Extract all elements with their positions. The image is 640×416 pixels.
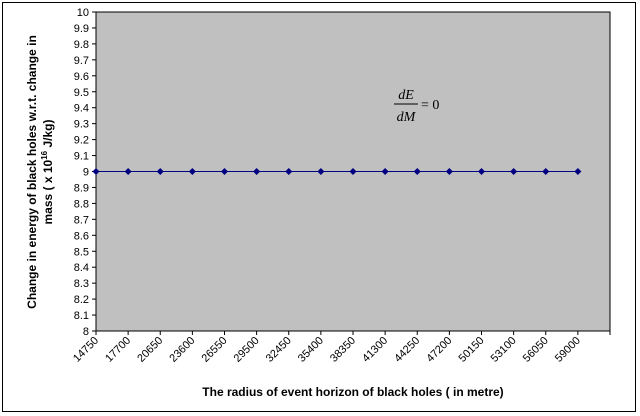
y-axis-label-exponent: 16 bbox=[40, 150, 49, 159]
data-point bbox=[510, 168, 518, 175]
x-axis-ticks: 14750 17700 20650 23600 26550 29500 32450 35400… bbox=[71, 331, 611, 365]
y-tick-label: 8 bbox=[83, 326, 89, 338]
y-tick-label: 9.4 bbox=[74, 103, 89, 115]
x-tick-label: 38350 bbox=[328, 335, 358, 365]
x-tick-label: 14750 bbox=[71, 335, 101, 365]
y-tick-label: 9.9 bbox=[74, 23, 89, 35]
y-axis-label: Change in energy of black holes w.r.t. c… bbox=[25, 35, 55, 309]
data-point bbox=[381, 168, 389, 175]
y-axis-label-line2-suffix: J/kg) bbox=[41, 120, 55, 151]
data-point bbox=[445, 168, 453, 175]
x-axis-label: The radius of event horizon of black hol… bbox=[202, 385, 503, 399]
data-point bbox=[478, 168, 485, 175]
y-tick-label: 9.2 bbox=[74, 135, 89, 147]
y-tick-label: 9.5 bbox=[74, 87, 89, 99]
y-axis-ticks: 8 8.1 8.2 8.3 8.4 8.5 8.6 8.7 8.8 8.9 9 9.1 9.2 9.3 9.… bbox=[74, 7, 96, 338]
y-tick-label: 9 bbox=[83, 167, 89, 179]
data-point bbox=[413, 168, 421, 175]
y-tick-label: 8.6 bbox=[74, 230, 89, 242]
series-group bbox=[92, 168, 582, 175]
x-tick-label: 32450 bbox=[264, 335, 294, 365]
y-tick-label: 9.1 bbox=[74, 151, 89, 163]
y-tick-label: 8.4 bbox=[74, 262, 89, 274]
x-tick-label: 41300 bbox=[360, 335, 390, 365]
y-tick-label: 8.1 bbox=[74, 310, 89, 322]
equation-numerator: dE bbox=[398, 88, 414, 103]
x-tick-label: 23600 bbox=[167, 335, 197, 365]
y-tick-label: 9.7 bbox=[74, 55, 89, 67]
y-tick-label: 8.3 bbox=[74, 278, 89, 290]
x-tick-label: 29500 bbox=[232, 335, 262, 365]
y-tick-label: 8.8 bbox=[74, 198, 89, 210]
x-tick-label: 53100 bbox=[489, 335, 519, 365]
data-point bbox=[253, 168, 261, 175]
x-tick-label: 44250 bbox=[392, 335, 422, 365]
data-point bbox=[285, 168, 293, 175]
data-point bbox=[542, 168, 550, 175]
x-tick-label: 35400 bbox=[296, 335, 326, 365]
x-tick-label: 56050 bbox=[521, 335, 551, 365]
x-tick-label: 50150 bbox=[457, 335, 487, 365]
data-point bbox=[317, 168, 325, 175]
y-tick-label: 9.6 bbox=[74, 71, 89, 83]
y-tick-label: 8.2 bbox=[74, 294, 89, 306]
data-point bbox=[221, 168, 228, 175]
equation-annotation: dE dM = 0 bbox=[394, 88, 439, 125]
y-axis-label-line2-prefix: mass ( x 10 bbox=[41, 159, 55, 224]
data-point bbox=[92, 168, 100, 175]
data-point bbox=[188, 168, 196, 175]
x-tick-label: 17700 bbox=[103, 335, 133, 365]
y-axis-label-line1: Change in energy of black holes w.r.t. c… bbox=[25, 35, 39, 309]
equation-rhs: = 0 bbox=[421, 98, 439, 113]
data-point bbox=[156, 168, 164, 175]
x-tick-label: 59000 bbox=[553, 335, 583, 365]
y-axis-label-line2: mass ( x 1016 J/kg) bbox=[40, 120, 55, 225]
x-tick-label: 20650 bbox=[135, 335, 165, 365]
y-tick-label: 10 bbox=[77, 7, 89, 19]
data-point bbox=[349, 168, 357, 175]
y-tick-label: 9.3 bbox=[74, 119, 89, 131]
data-point bbox=[124, 168, 132, 175]
y-tick-label: 8.7 bbox=[74, 214, 89, 226]
x-tick-label: 47200 bbox=[424, 335, 454, 365]
data-point bbox=[574, 168, 582, 175]
y-tick-label: 8.5 bbox=[74, 246, 89, 258]
y-tick-label: 9.8 bbox=[74, 39, 89, 51]
x-tick-label: 26550 bbox=[200, 335, 230, 365]
y-tick-label: 8.9 bbox=[74, 182, 89, 194]
equation-denominator: dM bbox=[397, 110, 417, 125]
